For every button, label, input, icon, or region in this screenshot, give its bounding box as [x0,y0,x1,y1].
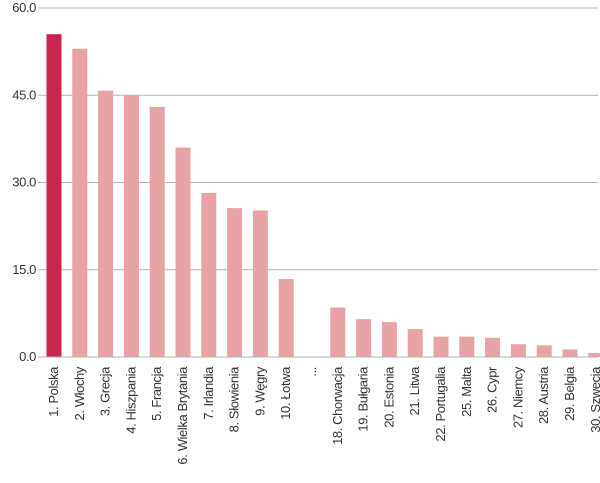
bar-2 [98,90,114,357]
x-category-label: 2. Włochy [72,366,87,420]
y-axis-ticks: 0.0 15.0 30.0 45.0 60.0 [12,0,36,364]
bar-4 [149,106,165,357]
x-category-label: 10. Łotwa [278,366,293,420]
x-category-label: 30. Szwecja [588,366,600,433]
bar-9 [278,279,294,357]
y-tick-label: 15.0 [12,262,36,277]
bar-15 [433,336,449,357]
bar-20 [562,349,578,357]
bar-19 [536,345,552,357]
y-tick-label: 0.0 [19,349,36,364]
bar-13 [381,322,397,357]
bar-11 [330,307,346,357]
bar-18 [510,344,526,357]
x-category-label: ... [304,367,319,377]
bar-6 [201,192,217,357]
x-category-label: 29. Belgia [562,366,577,421]
x-category-label: 19. Bułgaria [356,366,371,432]
bar-8 [252,210,268,357]
x-category-label: 7. Irlandia [201,366,216,420]
bars [46,34,600,358]
x-category-label: 27. Niemcy [510,366,525,428]
x-category-label: 20. Estonia [381,366,396,428]
x-category-label: 28. Austria [536,366,551,424]
x-category-label: 18. Chorwacja [330,366,345,445]
x-category-label: 26. Cypr [485,366,500,413]
x-category-label: 22. Portugalia [433,366,448,442]
bar-0 [46,34,62,358]
y-tick-label: 45.0 [12,87,36,102]
bar-21 [588,352,600,357]
bar-5 [175,147,191,357]
bar-1 [72,48,88,357]
bar-16 [459,336,475,357]
grid-lines [38,7,598,271]
bar-17 [485,337,501,357]
x-category-label: 25. Malta [459,366,474,417]
x-category-label: 21. Litwa [407,366,422,416]
bar-7 [227,208,243,357]
x-category-label: 6. Wielka Brytania [175,366,190,465]
bar-14 [407,329,423,357]
y-tick-label: 30.0 [12,175,36,190]
x-category-label: 1. Polska [46,366,61,417]
x-category-label: 3. Grecja [98,366,113,416]
x-category-label: 5. Francja [149,366,164,421]
x-category-label: 9. Węgry [252,366,267,416]
bar-3 [123,95,139,357]
x-category-label: 8. Słowienia [227,366,242,432]
x-category-label: 4. Hiszpania [123,366,138,434]
y-tick-label: 60.0 [12,0,36,15]
bar-12 [356,319,372,357]
x-axis-labels: 1. Polska 2. Włochy 3. Grecja 4. Hiszpania 5… [46,366,600,465]
